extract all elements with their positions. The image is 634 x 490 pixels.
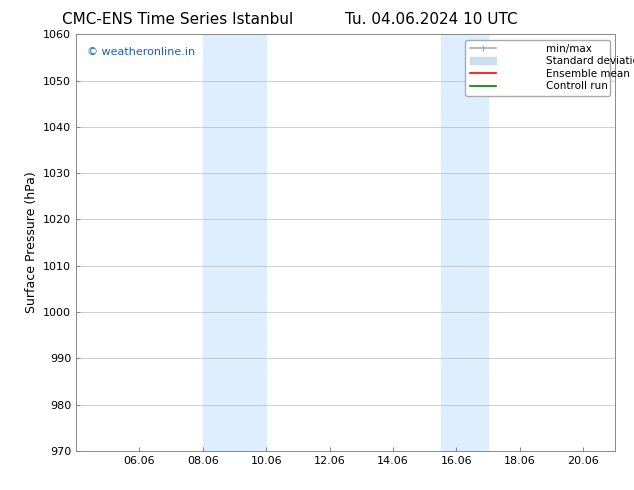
Bar — [203, 34, 266, 451]
Text: Tu. 04.06.2024 10 UTC: Tu. 04.06.2024 10 UTC — [345, 12, 517, 27]
Legend: min/max, Standard deviation, Ensemble mean run, Controll run: min/max, Standard deviation, Ensemble me… — [465, 40, 610, 96]
Text: CMC-ENS Time Series Istanbul: CMC-ENS Time Series Istanbul — [62, 12, 293, 27]
Y-axis label: Surface Pressure (hPa): Surface Pressure (hPa) — [25, 172, 37, 314]
Bar — [441, 34, 488, 451]
Text: © weatheronline.in: © weatheronline.in — [87, 47, 195, 57]
